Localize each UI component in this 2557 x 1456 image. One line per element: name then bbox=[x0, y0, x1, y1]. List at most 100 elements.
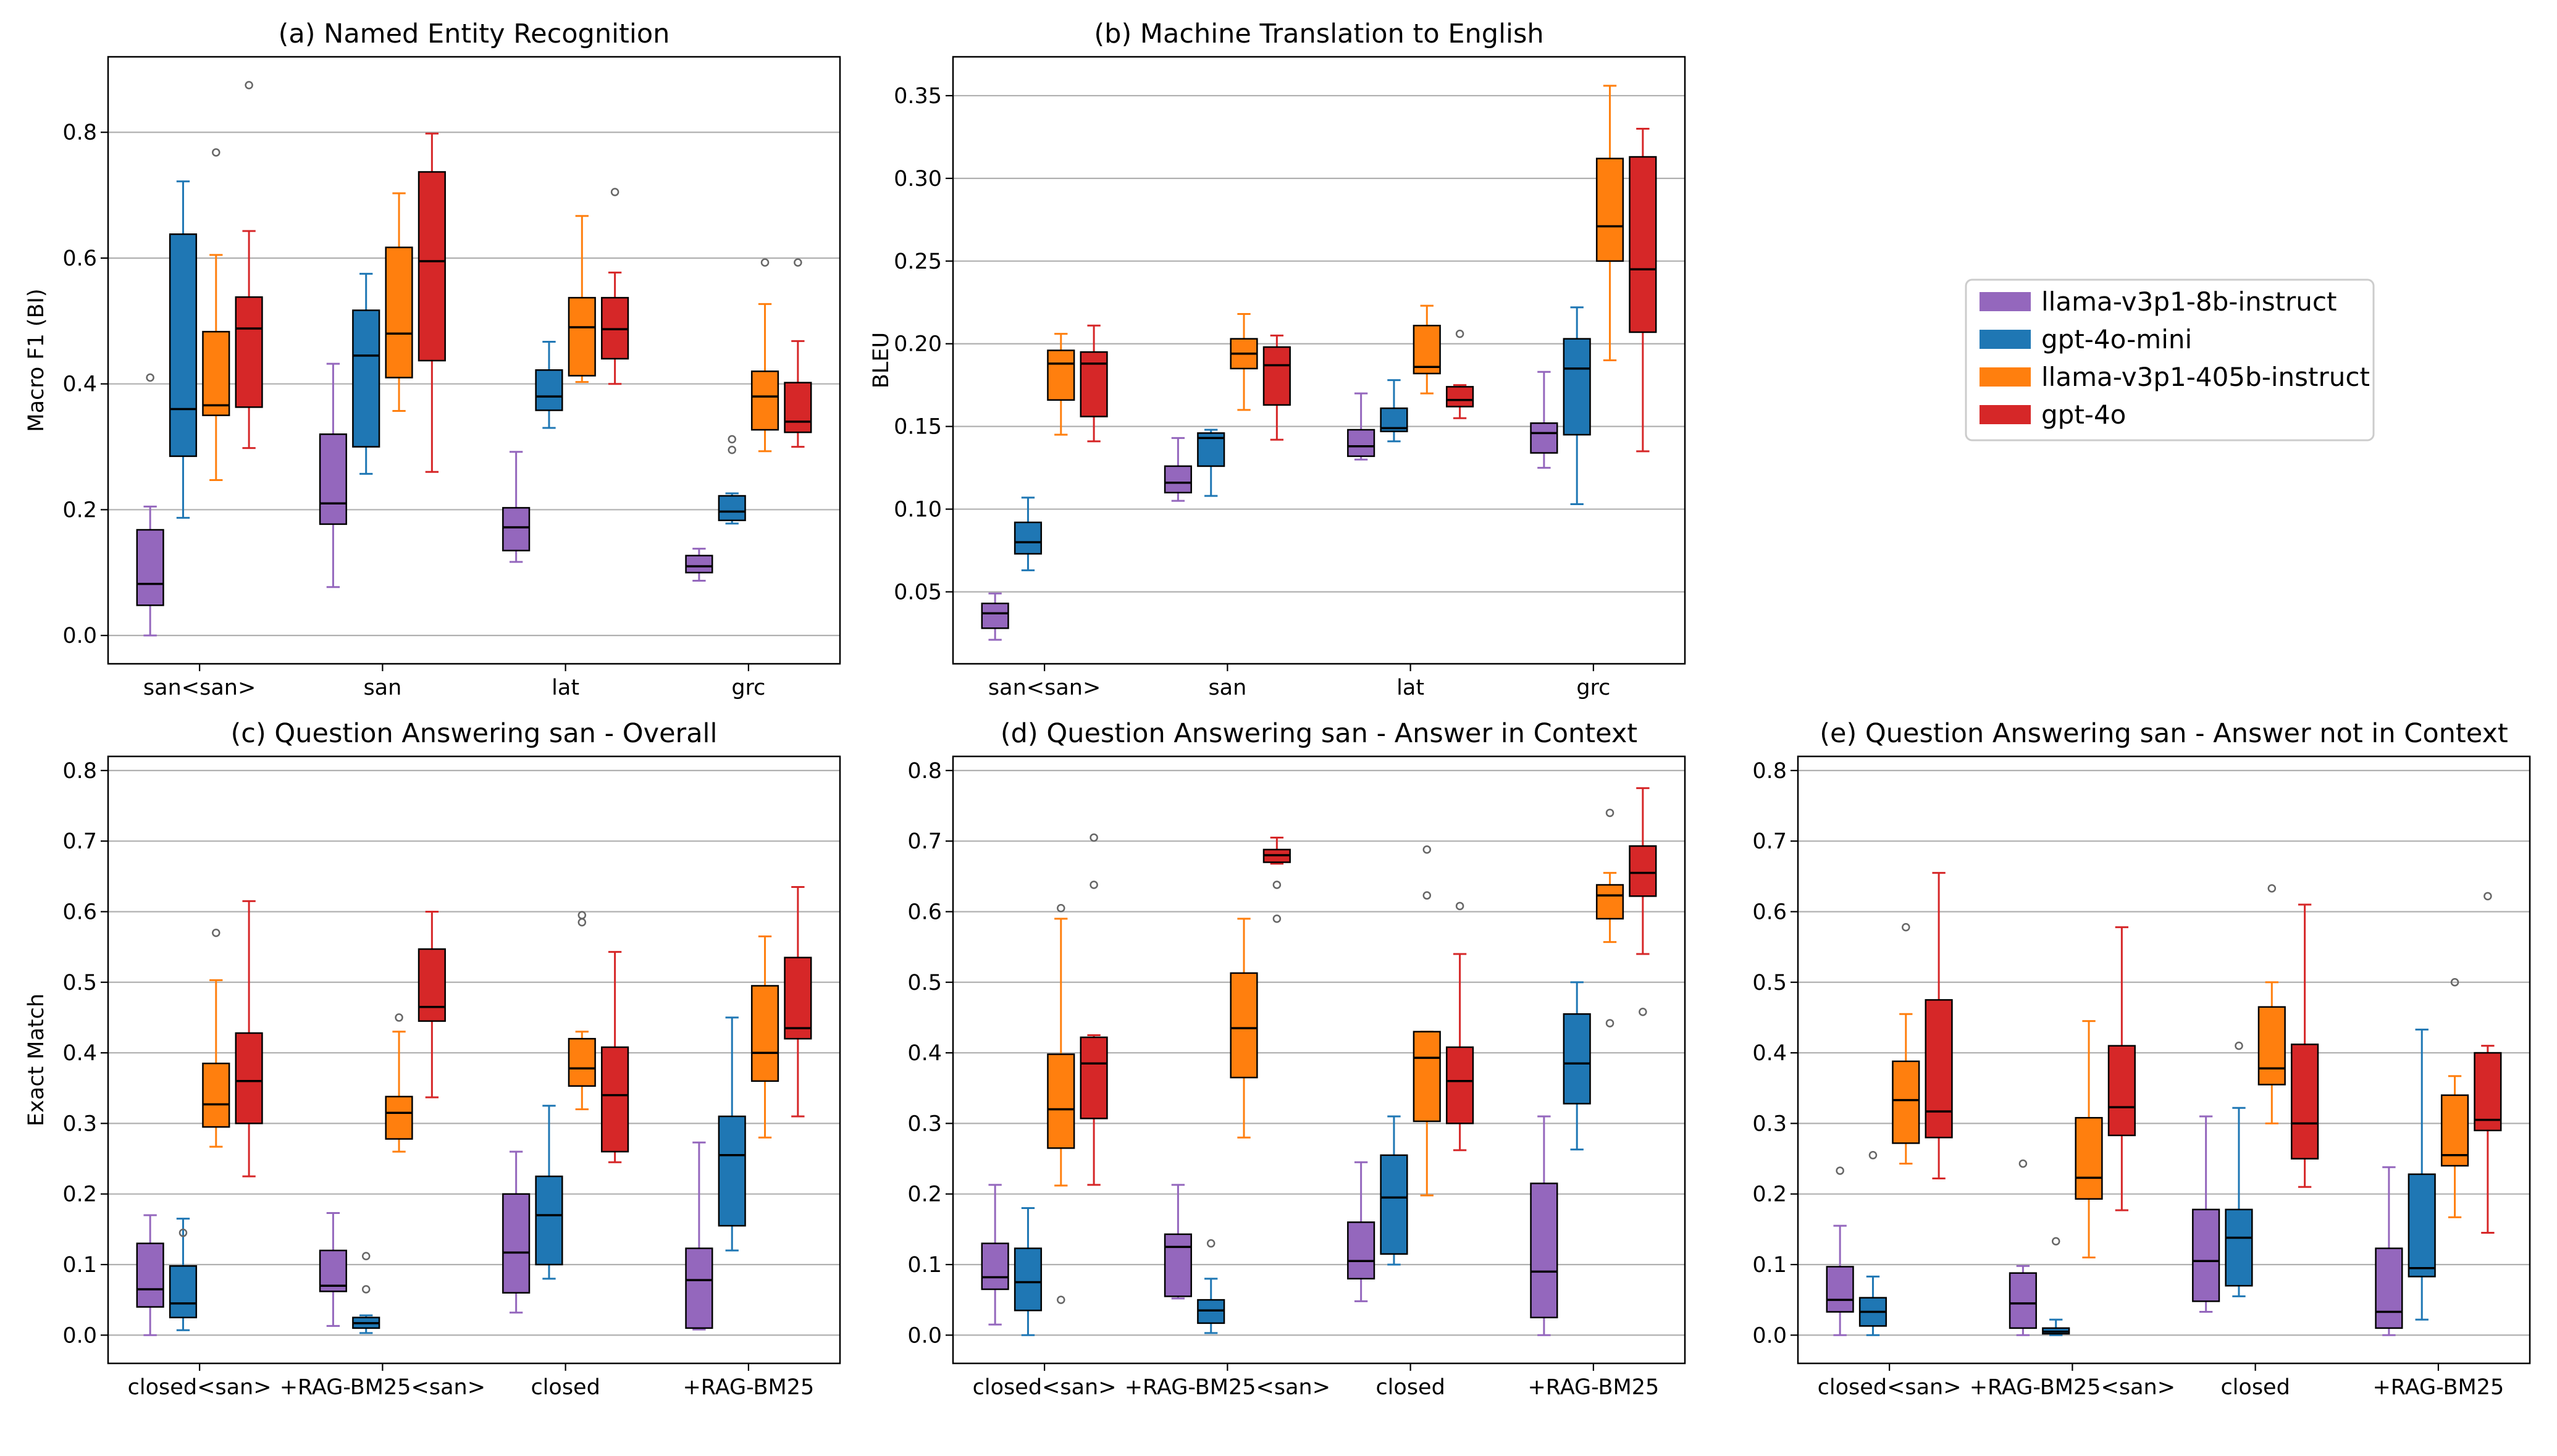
box-iqr bbox=[2009, 1272, 2037, 1329]
x-tick-label: +RAG-BM25<san> bbox=[280, 1375, 485, 1400]
box-iqr bbox=[1826, 1266, 1854, 1313]
box-iqr bbox=[1014, 1247, 1043, 1312]
box-gpt-4o-rag-bm25 bbox=[1629, 787, 1657, 1016]
outlier-point bbox=[760, 258, 770, 267]
box-iqr bbox=[502, 1193, 531, 1294]
box-iqr bbox=[2474, 1052, 2502, 1132]
box-llama-v3p1-8b-instruct-rag-bm25 bbox=[1530, 1115, 1558, 1336]
outlier-point bbox=[1868, 1151, 1878, 1160]
outlier-point bbox=[212, 148, 220, 157]
y-tick-label: 0.7 bbox=[62, 829, 97, 854]
outlier-point bbox=[2051, 1237, 2060, 1246]
legend-swatch-llama-v3p1-405b-instruct bbox=[1980, 367, 2031, 387]
x-tick-label: san<san> bbox=[988, 676, 1101, 700]
box-llama-v3p1-405b-instruct-rag-bm25-san bbox=[1230, 918, 1258, 1139]
x-tick-label: san<san> bbox=[143, 676, 256, 700]
legend-label-gpt-4o-mini: gpt-4o-mini bbox=[2041, 324, 2192, 354]
box-iqr bbox=[385, 1095, 413, 1140]
outlier-point bbox=[1090, 881, 1098, 889]
box-gpt-4o-san-san bbox=[1080, 324, 1108, 443]
y-tick-label: 0.05 bbox=[894, 580, 942, 605]
box-llama-v3p1-8b-instruct-grc bbox=[1530, 370, 1558, 469]
box-gpt-4o-lat bbox=[1446, 329, 1474, 419]
box-llama-v3p1-405b-instruct-san-san bbox=[202, 148, 230, 482]
y-tick-label: 0.8 bbox=[62, 759, 97, 784]
y-tick-label: 0.15 bbox=[894, 415, 942, 440]
outlier-point bbox=[2484, 892, 2492, 901]
y-tick-label: 0.3 bbox=[62, 1111, 97, 1136]
box-iqr bbox=[2225, 1208, 2253, 1287]
outlier-point bbox=[2235, 1041, 2243, 1050]
box-gpt-4o-mini-lat bbox=[1380, 379, 1408, 443]
box-iqr bbox=[535, 1175, 563, 1266]
box-gpt-4o-rag-bm25-san bbox=[1262, 836, 1291, 923]
box-iqr bbox=[568, 1037, 596, 1087]
box-gpt-4o-mini-rag-bm25-san bbox=[352, 1252, 380, 1334]
box-iqr bbox=[1164, 1233, 1192, 1297]
chart-title: (d) Question Answering san - Answer in C… bbox=[1001, 718, 1637, 749]
box-gpt-4o-closed bbox=[601, 951, 629, 1163]
box-iqr bbox=[418, 948, 446, 1022]
box-iqr bbox=[1080, 351, 1108, 417]
y-tick-label: 0.7 bbox=[907, 829, 942, 854]
outlier-point bbox=[245, 81, 253, 90]
box-iqr bbox=[1446, 386, 1474, 408]
box-iqr bbox=[352, 309, 380, 448]
chart-panel-1: 0.0 0.2 0.4 0.6 0.8 san<san> san lat grc (a) Name… bbox=[24, 19, 841, 700]
box-iqr bbox=[202, 1062, 230, 1128]
box-llama-v3p1-8b-instruct-grc bbox=[685, 548, 713, 582]
chart-title: (c) Question Answering san - Overall bbox=[231, 718, 718, 749]
box-iqr bbox=[2291, 1044, 2319, 1160]
outlier-point bbox=[1605, 808, 1614, 818]
y-tick-label: 0.10 bbox=[894, 498, 942, 522]
box-iqr bbox=[1530, 422, 1558, 454]
box-iqr bbox=[784, 382, 812, 433]
x-tick-label: closed<san> bbox=[973, 1375, 1117, 1400]
box-gpt-4o-rag-bm25 bbox=[784, 885, 812, 1118]
outlier-point bbox=[1836, 1166, 1844, 1175]
box-iqr bbox=[535, 369, 563, 411]
box-llama-v3p1-405b-instruct-grc bbox=[1595, 85, 1624, 361]
box-iqr bbox=[1925, 999, 1953, 1139]
box-iqr bbox=[1347, 1221, 1375, 1280]
box-iqr bbox=[1347, 429, 1375, 458]
box-llama-v3p1-8b-instruct-san bbox=[1164, 437, 1192, 502]
y-tick-label: 0.4 bbox=[62, 372, 97, 397]
y-tick-label: 0.25 bbox=[894, 249, 942, 274]
box-iqr bbox=[235, 296, 263, 408]
y-tick-label: 0.4 bbox=[907, 1041, 942, 1066]
box-iqr bbox=[1047, 1053, 1075, 1149]
box-llama-v3p1-405b-instruct-closed bbox=[2257, 884, 2286, 1124]
box-llama-v3p1-8b-instruct-rag-bm25-san bbox=[1164, 1184, 1192, 1300]
box-llama-v3p1-405b-instruct-closed bbox=[568, 911, 596, 1111]
box-iqr bbox=[1080, 1036, 1108, 1119]
box-gpt-4o-grc bbox=[784, 258, 812, 448]
box-gpt-4o-mini-closed-san bbox=[1014, 1207, 1043, 1336]
box-gpt-4o-mini-rag-bm25-san bbox=[1197, 1239, 1225, 1334]
outlier-point bbox=[2267, 884, 2277, 893]
box-gpt-4o-san bbox=[1262, 334, 1291, 441]
box-llama-v3p1-405b-instruct-rag-bm25 bbox=[750, 935, 779, 1139]
x-tick-label: grc bbox=[1576, 676, 1610, 700]
outlier-point bbox=[1057, 904, 1065, 913]
box-gpt-4o-closed bbox=[2291, 903, 2319, 1188]
y-tick-label: 0.3 bbox=[907, 1111, 942, 1136]
outlier-point bbox=[728, 435, 736, 444]
box-iqr bbox=[385, 246, 413, 379]
x-tick-label: closed<san> bbox=[1818, 1375, 1962, 1400]
x-tick-label: +RAG-BM25<san> bbox=[1970, 1375, 2175, 1400]
box-iqr bbox=[750, 370, 779, 431]
y-axis-label: Exact Match bbox=[24, 994, 49, 1126]
box-llama-v3p1-8b-instruct-closed-san bbox=[981, 1184, 1009, 1326]
box-iqr bbox=[981, 1242, 1009, 1291]
box-iqr bbox=[1629, 156, 1657, 333]
box-iqr bbox=[1047, 349, 1075, 401]
outlier-point bbox=[577, 911, 587, 919]
box-iqr bbox=[601, 1046, 629, 1153]
box-gpt-4o-rag-bm25 bbox=[2474, 892, 2502, 1234]
box-gpt-4o-mini-closed-san bbox=[1858, 1151, 1887, 1336]
chart-title: (e) Question Answering san - Answer not … bbox=[1820, 718, 2508, 749]
box-llama-v3p1-405b-instruct-san-san bbox=[1047, 333, 1075, 436]
chart-panel-2: 0.05 0.10 0.15 0.20 0.25 0.30 0.35 san<san> san l… bbox=[869, 19, 1686, 700]
y-tick-label: 0.8 bbox=[62, 120, 97, 145]
